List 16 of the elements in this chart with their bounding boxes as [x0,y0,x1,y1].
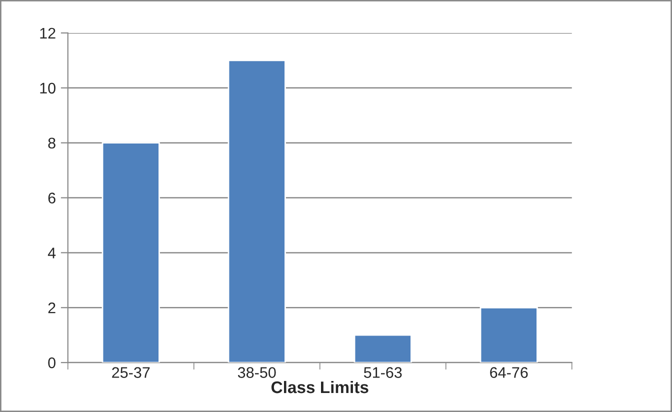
y-tick-label: 12 [40,28,56,38]
y-tick-label: 8 [48,138,56,149]
y-tick-label: 0 [48,357,56,368]
y-tick-label: 6 [48,192,56,204]
x-axis-title: Class Limits [271,380,368,394]
bar [480,306,538,363]
bar [102,142,160,363]
y-tick-label: 2 [48,302,56,314]
x-tick-label: 64-76 [490,367,528,378]
x-tick-label: 25-37 [112,367,150,378]
x-tick-label: 51-63 [364,367,402,378]
bar [354,334,412,363]
x-tick-label: 38-50 [238,367,276,378]
y-tick-label: 10 [40,82,56,94]
y-tick-label: 4 [48,248,56,258]
bar [228,60,286,363]
